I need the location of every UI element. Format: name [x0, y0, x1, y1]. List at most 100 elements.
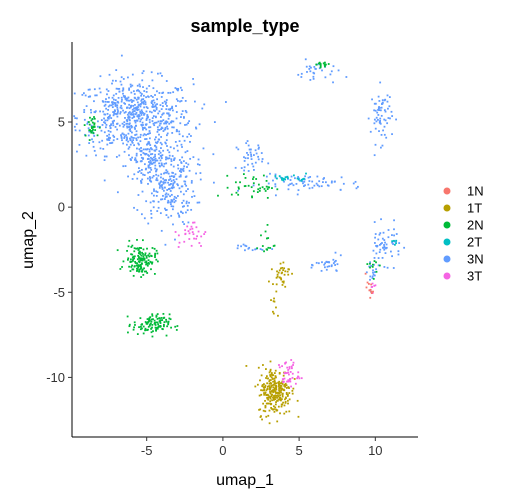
- point-1T: [269, 375, 272, 378]
- point-3N: [150, 162, 153, 165]
- point-1T: [268, 379, 271, 382]
- point-3N: [388, 96, 391, 98]
- point-3N: [169, 178, 172, 180]
- point-3N: [380, 114, 383, 117]
- point-3T: [291, 372, 294, 375]
- point-1T: [270, 395, 273, 398]
- point-1T: [275, 385, 278, 387]
- point-3N: [326, 184, 329, 187]
- point-3N: [110, 104, 113, 107]
- point-3N: [381, 144, 384, 147]
- point-2N: [149, 322, 152, 325]
- point-2T: [394, 243, 396, 246]
- point-2N: [132, 328, 135, 331]
- point-3N: [378, 121, 381, 123]
- point-3N: [123, 137, 126, 139]
- point-3N: [148, 148, 151, 151]
- point-3N: [314, 67, 317, 70]
- point-3N: [162, 182, 165, 185]
- point-3N: [383, 248, 386, 251]
- point-3N: [175, 197, 178, 199]
- point-2N: [266, 196, 269, 199]
- point-3N: [142, 94, 145, 97]
- point-1T: [257, 366, 260, 369]
- point-2N: [161, 319, 164, 321]
- point-3N: [143, 90, 146, 92]
- point-1T: [288, 410, 291, 413]
- point-3T: [198, 242, 201, 244]
- point-3N: [295, 182, 298, 185]
- point-3N: [330, 180, 333, 183]
- point-3N: [195, 127, 198, 130]
- point-1T: [281, 394, 284, 397]
- point-1T: [269, 370, 272, 372]
- point-3N: [85, 154, 88, 157]
- point-3N: [83, 111, 86, 113]
- point-3N: [106, 101, 109, 103]
- point-3N: [130, 98, 133, 101]
- point-3N: [116, 108, 119, 111]
- point-3N: [181, 202, 183, 204]
- point-3N: [373, 154, 376, 157]
- point-3N: [128, 146, 131, 149]
- point-3T: [177, 234, 180, 237]
- point-1T: [269, 400, 272, 403]
- point-3N: [165, 139, 168, 142]
- point-3N: [156, 130, 159, 133]
- point-3N: [159, 185, 161, 187]
- point-1T: [262, 409, 265, 412]
- point-1T: [275, 283, 278, 286]
- point-3N: [141, 178, 144, 181]
- point-2N: [226, 174, 229, 177]
- point-3N: [157, 174, 160, 177]
- point-3N: [174, 238, 176, 241]
- point-3N: [102, 147, 105, 150]
- point-1T: [282, 401, 285, 404]
- point-3N: [134, 128, 136, 130]
- point-3N: [155, 136, 157, 139]
- point-3T: [370, 286, 373, 288]
- point-2N: [145, 270, 148, 273]
- point-3N: [120, 100, 123, 103]
- point-2N: [264, 230, 267, 233]
- point-3N: [369, 275, 372, 278]
- point-2N: [127, 331, 129, 334]
- point-2N: [175, 329, 178, 331]
- point-1N: [368, 283, 370, 285]
- point-3N: [133, 107, 136, 110]
- point-1T: [270, 402, 273, 405]
- point-3N: [131, 84, 134, 87]
- point-2N: [138, 268, 141, 271]
- point-3N: [153, 101, 156, 104]
- point-3N: [112, 111, 115, 113]
- point-1T: [267, 394, 270, 397]
- point-3N: [151, 148, 153, 151]
- point-3N: [332, 258, 335, 261]
- point-3N: [247, 153, 250, 156]
- point-2N: [138, 326, 140, 329]
- point-3N: [110, 123, 113, 126]
- point-1T: [285, 387, 288, 389]
- point-3N: [83, 92, 85, 95]
- point-1T: [272, 380, 274, 383]
- point-3N: [374, 233, 377, 235]
- point-1T: [275, 387, 278, 389]
- point-3N: [176, 89, 179, 92]
- point-3N: [324, 76, 327, 79]
- point-3N: [225, 101, 227, 103]
- point-3N: [379, 119, 381, 122]
- point-3N: [261, 160, 263, 163]
- point-1T: [266, 387, 269, 390]
- point-3N: [163, 100, 166, 103]
- point-3N: [383, 245, 386, 248]
- point-3N: [120, 135, 123, 138]
- point-1T: [272, 312, 275, 315]
- point-3N: [175, 88, 178, 90]
- point-3N: [180, 113, 183, 116]
- point-3N: [130, 124, 133, 127]
- point-3N: [127, 132, 130, 135]
- point-2N: [142, 248, 145, 251]
- point-3N: [109, 114, 111, 117]
- point-2N: [145, 260, 148, 263]
